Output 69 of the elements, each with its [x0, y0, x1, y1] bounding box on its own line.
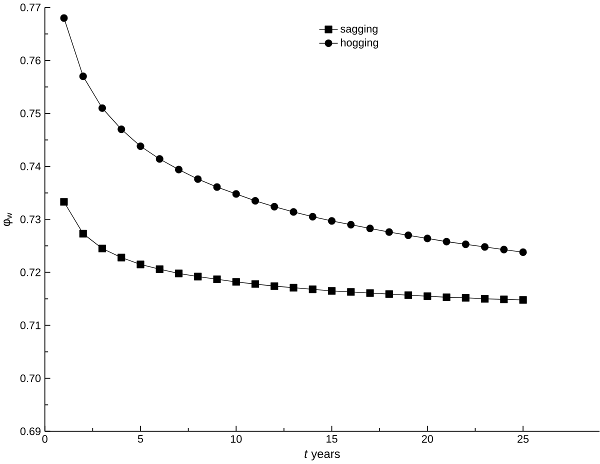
- y-tick-label: 0.74: [20, 162, 41, 170]
- x-tick-label: 15: [326, 435, 338, 443]
- point: [251, 280, 260, 288]
- legend-label: hogging: [340, 38, 378, 49]
- point: [270, 282, 278, 290]
- point: [308, 212, 316, 221]
- point: [270, 202, 278, 210]
- point: [136, 142, 144, 150]
- point: [194, 272, 202, 280]
- point: [328, 217, 336, 225]
- point: [404, 231, 412, 240]
- point: [174, 270, 183, 278]
- point: [442, 293, 450, 302]
- point: [347, 220, 355, 228]
- y-tick-label: 0.72: [20, 268, 40, 276]
- point: [60, 14, 68, 22]
- point: [462, 294, 470, 302]
- y-tick-label: 0.75: [20, 110, 41, 118]
- y-tick-label: 0.69: [20, 427, 41, 436]
- point: [328, 287, 336, 295]
- point: [519, 296, 527, 304]
- point: [404, 291, 412, 299]
- point: [442, 238, 450, 246]
- point: [385, 290, 393, 298]
- point: [347, 288, 355, 296]
- x-tick-label: 25: [518, 435, 529, 443]
- y-tick-label: 0.70: [20, 374, 41, 382]
- point: [500, 296, 508, 304]
- x-axis-title: t years: [304, 450, 340, 460]
- point: [424, 292, 432, 300]
- point: [290, 284, 298, 292]
- point: [174, 166, 183, 174]
- point: [308, 286, 316, 294]
- point: [366, 289, 374, 297]
- y-tick-label: 0.76: [20, 56, 41, 64]
- point: [519, 248, 527, 256]
- point: [213, 183, 221, 191]
- x-tick-label: 5: [138, 435, 144, 443]
- point: [251, 197, 260, 205]
- point: [462, 240, 470, 248]
- point: [118, 126, 126, 134]
- point: [98, 104, 106, 112]
- point: [98, 244, 106, 252]
- point: [79, 230, 87, 238]
- point: [232, 190, 240, 198]
- point: [118, 254, 126, 262]
- point: [194, 175, 202, 183]
- point: [79, 72, 87, 80]
- y-tick-label: 0.77: [20, 4, 40, 12]
- point: [385, 228, 393, 236]
- point: [156, 265, 164, 273]
- point: [156, 155, 164, 163]
- point: [290, 208, 298, 216]
- legend-label: sagging: [340, 24, 378, 35]
- point: [500, 246, 508, 254]
- point: [366, 224, 374, 232]
- point: [481, 243, 489, 251]
- point: [60, 198, 68, 206]
- x-tick-label: 10: [230, 435, 242, 443]
- point: [424, 234, 432, 242]
- x-tick-label: 20: [422, 435, 434, 443]
- y-tick-label: 0.71: [20, 322, 41, 330]
- y-axis-title: φ$_{w}$: [4, 212, 13, 226]
- point: [213, 275, 221, 284]
- point: [136, 260, 144, 268]
- point: [232, 278, 240, 286]
- y-tick-label: 0.73: [20, 216, 41, 224]
- x-tick-label: 0: [42, 435, 48, 443]
- point: [481, 295, 489, 303]
